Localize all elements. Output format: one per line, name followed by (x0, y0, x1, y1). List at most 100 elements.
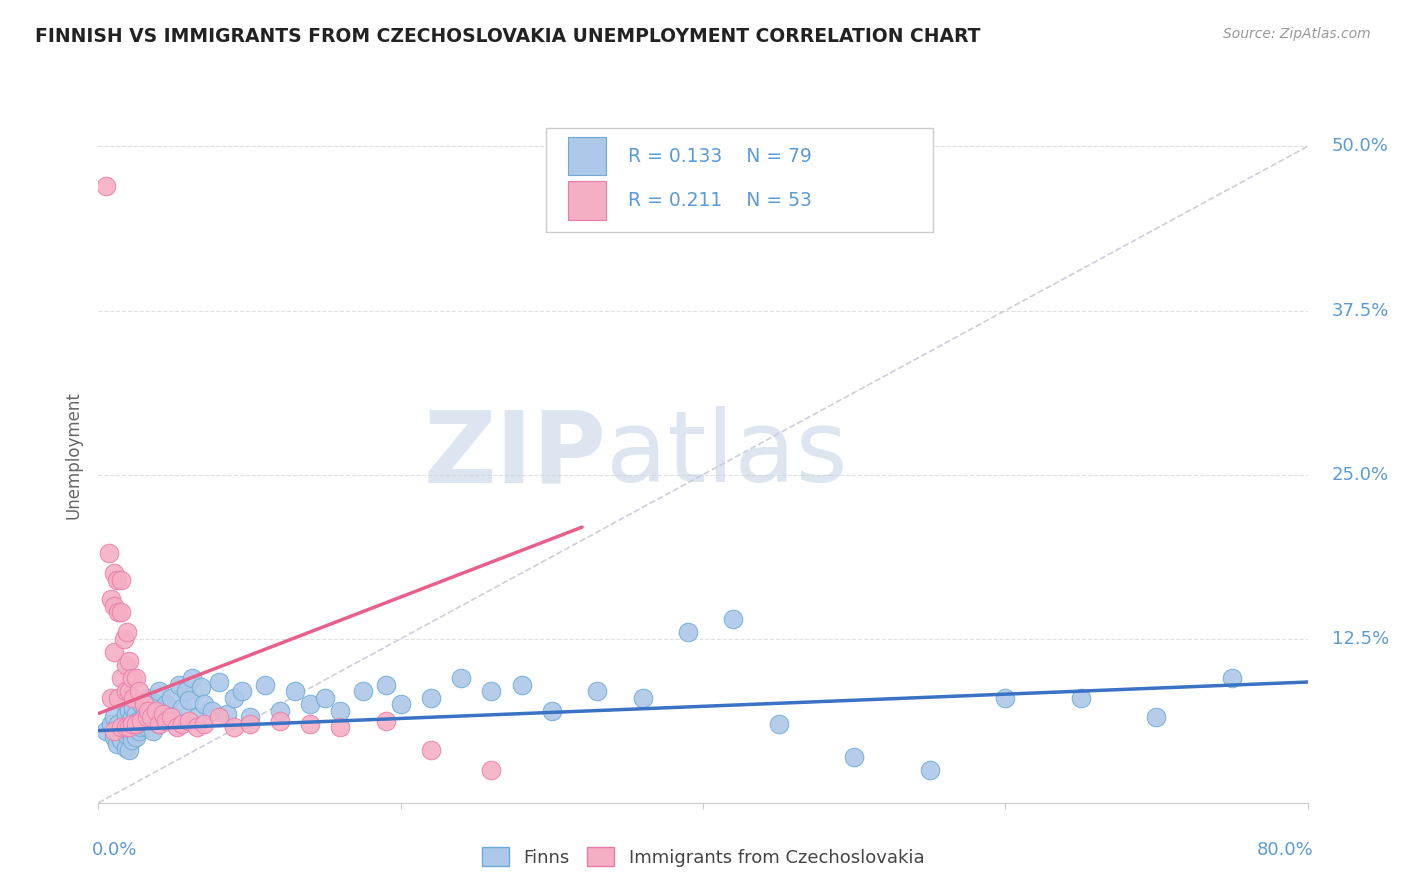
Point (107, 717, 129, 731)
Point (135, 720, 157, 734)
Point (160, 690, 183, 705)
Point (163, 710, 186, 724)
Point (481, 684, 503, 698)
Point (105, 737, 128, 751)
Point (186, 710, 208, 724)
Point (450, 671, 472, 685)
Point (125, 706, 148, 721)
Point (150, 704, 173, 718)
Point (481, 763, 503, 777)
Point (129, 720, 152, 734)
Point (100, 690, 122, 705)
Point (103, 566, 125, 580)
Point (121, 671, 143, 685)
Point (166, 720, 188, 734)
Point (103, 645, 125, 659)
Point (253, 678, 276, 692)
Point (110, 720, 132, 734)
Point (208, 675, 231, 690)
Point (215, 706, 238, 721)
Point (128, 723, 150, 738)
Point (114, 684, 136, 698)
Point (100, 592, 122, 607)
Point (112, 632, 135, 646)
Text: FINNISH VS IMMIGRANTS FROM CZECHOSLOVAKIA UNEMPLOYMENT CORRELATION CHART: FINNISH VS IMMIGRANTS FROM CZECHOSLOVAKI… (35, 27, 980, 45)
Point (118, 720, 141, 734)
Point (111, 723, 134, 738)
Point (193, 698, 215, 712)
Point (676, 625, 699, 640)
Point (419, 743, 441, 757)
Point (1144, 710, 1167, 724)
Point (374, 714, 396, 729)
Point (118, 704, 141, 718)
Point (114, 657, 136, 672)
Point (167, 678, 190, 692)
Point (239, 717, 262, 731)
Point (127, 714, 149, 729)
Point (224, 720, 246, 734)
Point (125, 671, 148, 685)
Point (994, 690, 1017, 705)
Point (269, 704, 291, 718)
Point (122, 720, 145, 734)
Point (114, 740, 136, 755)
Point (128, 684, 150, 698)
Point (107, 690, 129, 705)
Point (125, 717, 148, 731)
Point (186, 720, 208, 734)
Text: R = 0.133    N = 79: R = 0.133 N = 79 (628, 147, 811, 166)
Point (110, 732, 132, 747)
Legend: Finns, Immigrants from Czechoslovakia: Finns, Immigrants from Czechoslovakia (474, 840, 932, 874)
Point (174, 684, 197, 698)
Point (129, 714, 152, 729)
Point (110, 573, 132, 587)
Point (586, 684, 609, 698)
Point (94, 723, 117, 738)
Point (190, 680, 212, 694)
Point (135, 710, 157, 724)
Point (201, 704, 224, 718)
Text: 37.5%: 37.5% (1331, 301, 1389, 319)
Point (148, 717, 170, 731)
Point (208, 710, 231, 724)
Point (136, 690, 159, 705)
Point (141, 710, 163, 724)
Point (115, 625, 138, 640)
Point (155, 714, 177, 729)
Point (125, 730, 148, 744)
Point (540, 704, 562, 718)
Point (132, 698, 155, 712)
Text: 25.0%: 25.0% (1331, 466, 1389, 483)
Point (142, 723, 165, 738)
Text: 80.0%: 80.0% (1257, 841, 1313, 859)
Point (170, 701, 193, 715)
Point (121, 710, 143, 724)
Point (152, 706, 174, 721)
Point (134, 704, 156, 718)
Point (1220, 671, 1243, 685)
Point (918, 763, 941, 777)
Bar (568, 181, 606, 219)
Point (152, 710, 174, 724)
Point (132, 710, 155, 724)
Bar (568, 137, 606, 175)
Point (100, 717, 122, 731)
Point (155, 698, 177, 712)
Point (141, 706, 163, 721)
Point (329, 704, 352, 718)
Point (107, 606, 129, 620)
Point (284, 684, 307, 698)
Text: Source: ZipAtlas.com: Source: ZipAtlas.com (1223, 27, 1371, 41)
Point (118, 743, 141, 757)
Point (118, 654, 141, 668)
Point (105, 573, 128, 587)
FancyBboxPatch shape (546, 128, 932, 232)
Point (299, 698, 322, 712)
Point (170, 717, 193, 731)
Point (844, 749, 866, 764)
Point (177, 714, 201, 729)
Point (631, 690, 654, 705)
Point (231, 684, 253, 698)
Point (103, 723, 125, 738)
